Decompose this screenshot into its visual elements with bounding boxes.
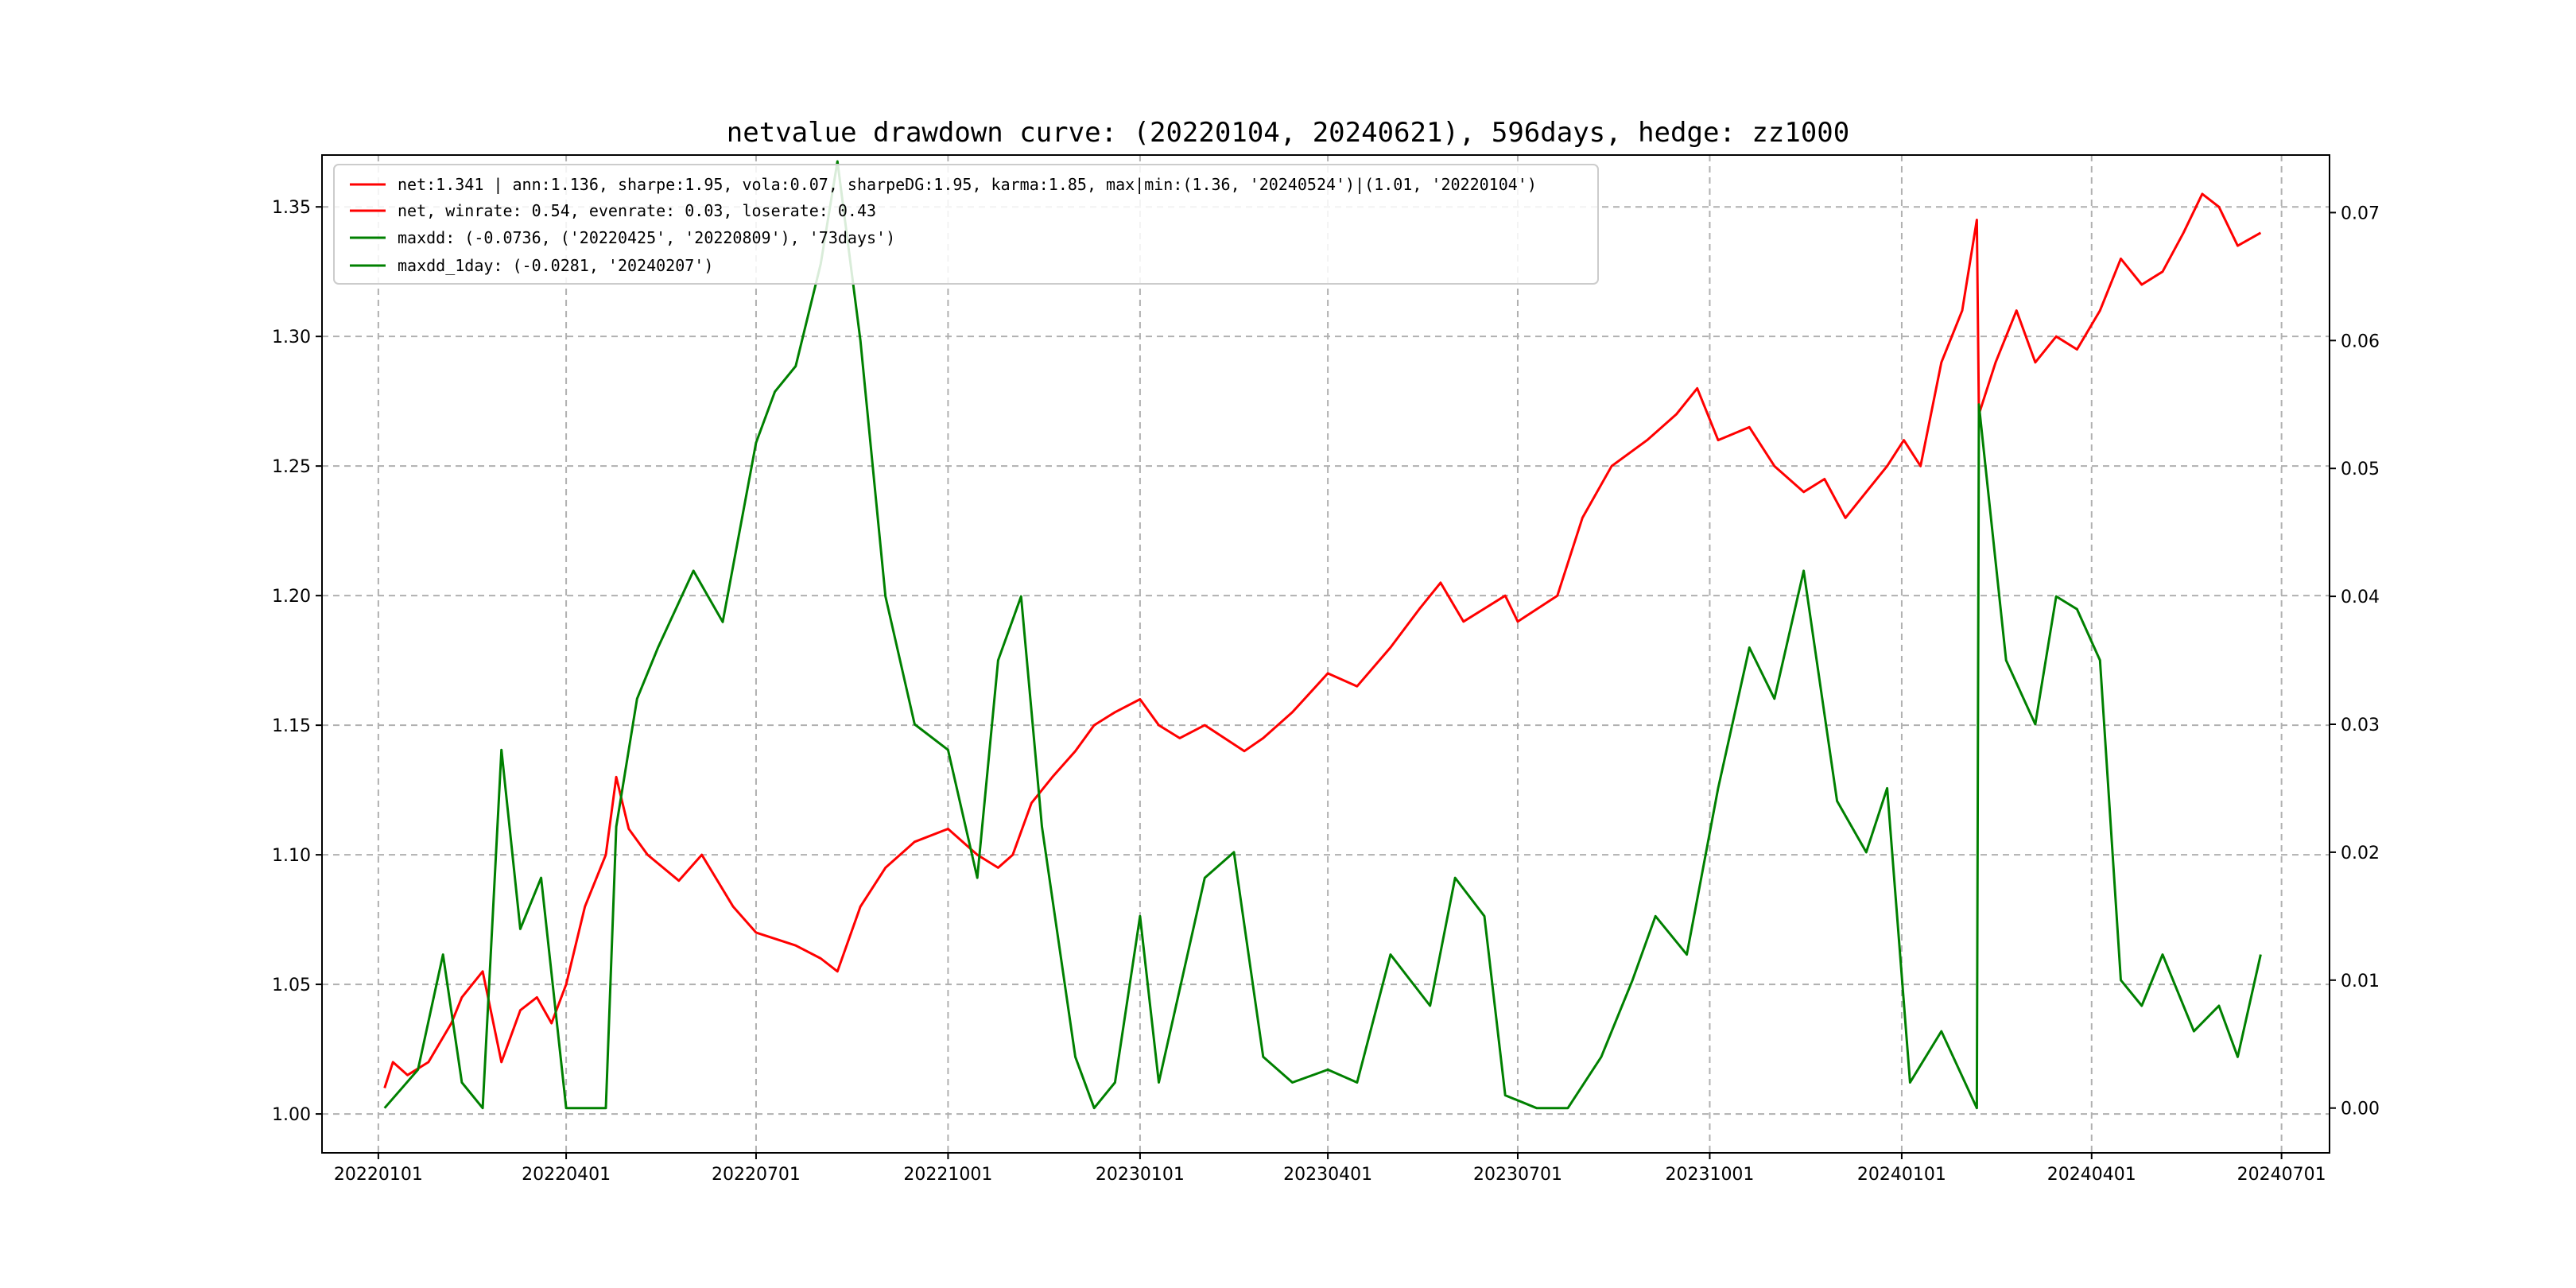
legend-box: [333, 164, 1599, 285]
left-tick-label: 1.00: [272, 1105, 311, 1125]
x-tick-label: 20240401: [2047, 1165, 2136, 1185]
series: [383, 160, 2262, 1110]
x-tick-label: 20220401: [522, 1165, 611, 1185]
right-tick-label: 0.06: [2341, 332, 2380, 351]
left-tick-label: 1.20: [272, 587, 311, 607]
left-tick-label: 1.35: [272, 198, 311, 218]
left-tick-label: 1.05: [272, 976, 311, 995]
x-tick-label: 20230701: [1473, 1165, 1562, 1185]
x-tick-label: 20220101: [334, 1165, 423, 1185]
left-tick-label: 1.10: [272, 846, 311, 866]
x-tick-label: 20230401: [1283, 1165, 1372, 1185]
x-tick-label: 20240701: [2237, 1165, 2326, 1185]
chart-title: netvalue drawdown curve: (20220104, 2024…: [727, 117, 1849, 149]
right-tick-label: 0.00: [2341, 1100, 2380, 1119]
right-tick-label: 0.02: [2341, 844, 2380, 863]
x-tick-label: 20230101: [1096, 1165, 1185, 1185]
right-tick-label: 0.05: [2341, 460, 2380, 479]
maxdd-series-line: [383, 160, 2262, 1110]
x-tick-label: 20240101: [1857, 1165, 1946, 1185]
right-tick-label: 0.04: [2341, 588, 2380, 607]
legend-label-maxdd-1day: maxdd_1day: (-0.0281, '20240207'): [398, 256, 713, 275]
left-tick-label: 1.15: [272, 716, 311, 736]
right-tick-label: 0.01: [2341, 972, 2380, 991]
axis-ticks: 20220101 20220401 20220701 20221001 20230101…: [272, 198, 2380, 1185]
left-tick-label: 1.30: [272, 328, 311, 347]
legend-label-winrate: net, winrate: 0.54, evenrate: 0.03, lose…: [398, 201, 876, 220]
left-tick-label: 1.25: [272, 457, 311, 477]
net-series-line: [383, 192, 2262, 1088]
right-tick-label: 0.07: [2341, 204, 2380, 223]
x-tick-label: 20220701: [712, 1165, 801, 1185]
right-tick-label: 0.03: [2341, 716, 2380, 735]
plot-frame: [321, 154, 2330, 1154]
legend-label-net: net:1.341 | ann:1.136, sharpe:1.95, vola…: [398, 175, 1537, 194]
legend: net:1.341 | ann:1.136, sharpe:1.95, vola…: [333, 164, 1599, 285]
x-tick-label: 20221001: [903, 1165, 992, 1185]
x-tick-label: 20231001: [1665, 1165, 1754, 1185]
legend-label-maxdd: maxdd: (-0.0736, ('20220425', '20220809'…: [398, 228, 895, 247]
